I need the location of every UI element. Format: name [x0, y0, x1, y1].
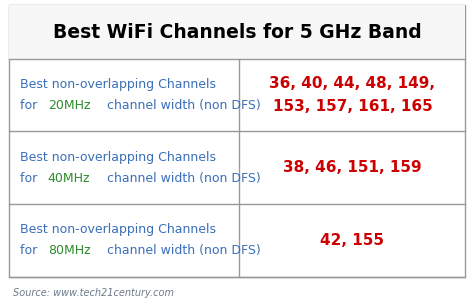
- Text: for: for: [20, 244, 42, 257]
- Text: channel width (non DFS): channel width (non DFS): [103, 244, 261, 257]
- Text: for: for: [20, 99, 42, 112]
- Bar: [9, 5, 465, 277]
- Text: 40MHz: 40MHz: [48, 172, 91, 185]
- Text: Best non-overlapping Channels: Best non-overlapping Channels: [20, 150, 217, 164]
- Text: for: for: [20, 172, 42, 185]
- Text: Best non-overlapping Channels: Best non-overlapping Channels: [20, 223, 217, 236]
- Text: 42, 155: 42, 155: [320, 233, 384, 248]
- Text: channel width (non DFS): channel width (non DFS): [103, 172, 260, 185]
- Text: Best WiFi Channels for 5 GHz Band: Best WiFi Channels for 5 GHz Band: [53, 22, 421, 42]
- Text: channel width (non DFS): channel width (non DFS): [103, 99, 260, 112]
- Text: 80MHz: 80MHz: [48, 244, 91, 257]
- Text: 20MHz: 20MHz: [48, 99, 91, 112]
- Text: Best non-overlapping Channels: Best non-overlapping Channels: [20, 78, 217, 91]
- Text: 36, 40, 44, 48, 149,
153, 157, 161, 165: 36, 40, 44, 48, 149, 153, 157, 161, 165: [269, 76, 436, 114]
- Text: Source: www.tech21century.com: Source: www.tech21century.com: [13, 288, 174, 298]
- Text: 38, 46, 151, 159: 38, 46, 151, 159: [283, 160, 422, 175]
- Bar: [9, 5, 465, 59]
